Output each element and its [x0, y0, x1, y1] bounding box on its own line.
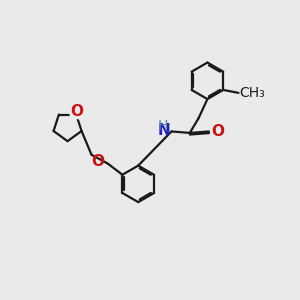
Text: N: N — [157, 123, 170, 138]
Text: O: O — [211, 124, 224, 139]
Text: CH₃: CH₃ — [240, 86, 266, 100]
Text: O: O — [70, 103, 83, 118]
Text: H: H — [158, 118, 168, 133]
Text: O: O — [92, 154, 105, 169]
